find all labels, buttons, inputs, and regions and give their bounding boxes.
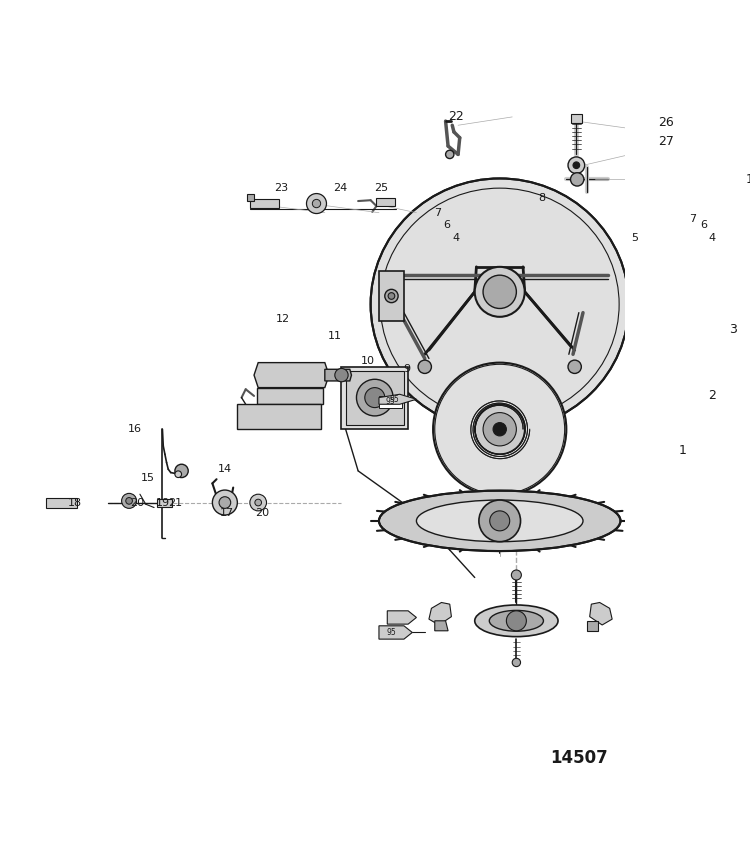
Circle shape (307, 193, 326, 214)
Circle shape (475, 267, 525, 317)
Text: 22: 22 (448, 111, 464, 123)
Text: 13: 13 (746, 173, 750, 186)
Bar (346, 371, 404, 426)
Circle shape (255, 500, 262, 505)
Circle shape (433, 363, 566, 496)
Text: 14507: 14507 (550, 749, 608, 767)
Text: 19: 19 (155, 498, 170, 507)
Text: 6: 6 (444, 220, 451, 231)
Text: 1: 1 (679, 443, 687, 457)
Text: 20: 20 (130, 498, 145, 507)
Ellipse shape (489, 610, 544, 631)
Text: 21: 21 (168, 498, 182, 507)
Text: 26: 26 (658, 117, 674, 129)
Text: 4: 4 (453, 232, 460, 243)
Text: 14: 14 (217, 465, 232, 474)
Polygon shape (429, 603, 451, 625)
Circle shape (571, 173, 584, 186)
Bar (376, 197, 394, 206)
Circle shape (122, 494, 136, 508)
Text: 9: 9 (403, 364, 410, 374)
Polygon shape (387, 611, 416, 624)
Text: 5: 5 (632, 232, 638, 243)
Text: 95: 95 (386, 397, 395, 406)
Bar (157, 500, 172, 506)
Circle shape (479, 500, 520, 542)
Polygon shape (256, 387, 323, 404)
Ellipse shape (416, 500, 583, 542)
Bar (379, 396, 402, 408)
Polygon shape (379, 625, 412, 639)
Polygon shape (379, 271, 404, 321)
Text: 95: 95 (390, 395, 400, 403)
Polygon shape (254, 363, 329, 387)
Bar (248, 194, 254, 201)
Text: 20: 20 (255, 507, 269, 517)
Text: 4: 4 (709, 232, 716, 243)
Polygon shape (341, 367, 408, 429)
Polygon shape (325, 369, 352, 381)
Circle shape (512, 659, 520, 666)
Circle shape (312, 199, 321, 208)
Circle shape (490, 511, 510, 531)
Text: 11: 11 (328, 331, 342, 341)
Bar (46, 498, 77, 507)
Circle shape (250, 494, 266, 511)
Circle shape (475, 404, 525, 454)
Text: 24: 24 (333, 183, 347, 192)
Circle shape (385, 289, 398, 303)
Circle shape (212, 490, 237, 515)
Polygon shape (379, 394, 416, 404)
Text: 3: 3 (729, 323, 736, 336)
Circle shape (568, 360, 581, 374)
Text: 16: 16 (128, 425, 142, 434)
Circle shape (512, 570, 521, 580)
Text: 6: 6 (700, 220, 707, 231)
Circle shape (175, 471, 181, 477)
Circle shape (495, 383, 505, 392)
Circle shape (568, 157, 585, 174)
Bar (250, 199, 279, 208)
Text: 12: 12 (276, 314, 290, 324)
Circle shape (356, 380, 393, 416)
Text: 18: 18 (68, 498, 82, 507)
Ellipse shape (379, 491, 620, 551)
Bar (571, 114, 582, 123)
Circle shape (126, 498, 133, 504)
Circle shape (388, 293, 394, 300)
Ellipse shape (475, 605, 558, 637)
Circle shape (506, 611, 526, 631)
Circle shape (483, 275, 517, 308)
Circle shape (483, 413, 517, 446)
Circle shape (334, 368, 348, 382)
Polygon shape (237, 404, 321, 429)
Text: 27: 27 (658, 135, 674, 148)
Text: 8: 8 (538, 192, 545, 203)
Text: 17: 17 (220, 507, 233, 517)
Circle shape (493, 423, 506, 436)
Circle shape (175, 465, 188, 477)
Circle shape (446, 151, 454, 158)
Text: 7: 7 (689, 214, 697, 225)
Text: 7: 7 (433, 208, 441, 218)
Text: 95: 95 (386, 628, 396, 637)
Text: 10: 10 (362, 356, 375, 366)
Ellipse shape (370, 179, 628, 431)
Polygon shape (587, 621, 598, 631)
Circle shape (418, 360, 431, 374)
Circle shape (573, 162, 580, 168)
Polygon shape (435, 621, 448, 631)
Text: 25: 25 (374, 183, 388, 192)
Text: 2: 2 (708, 390, 716, 403)
Circle shape (219, 497, 231, 508)
Circle shape (364, 387, 385, 408)
Text: 23: 23 (274, 183, 289, 192)
Polygon shape (590, 603, 612, 625)
Text: 15: 15 (141, 472, 155, 483)
